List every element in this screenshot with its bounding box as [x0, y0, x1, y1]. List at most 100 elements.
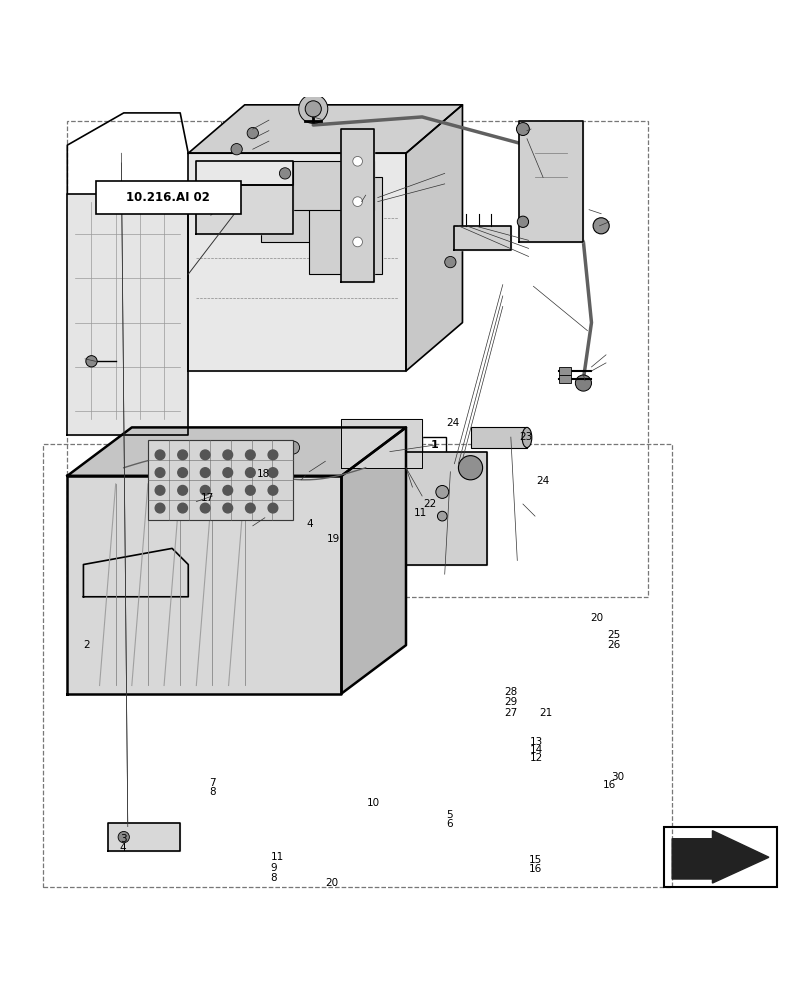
Polygon shape [67, 476, 341, 694]
Circle shape [437, 511, 447, 521]
Ellipse shape [521, 427, 531, 448]
Circle shape [178, 450, 187, 460]
Circle shape [286, 441, 299, 454]
Bar [309, 177, 381, 274]
Polygon shape [196, 185, 293, 234]
Circle shape [352, 156, 362, 166]
Circle shape [178, 468, 187, 477]
Bar [244, 169, 389, 290]
Text: 16: 16 [602, 780, 616, 790]
Circle shape [247, 127, 258, 139]
Circle shape [86, 356, 97, 367]
Text: 7: 7 [209, 778, 216, 788]
Text: 18: 18 [256, 469, 270, 479]
Bar [422, 437, 446, 453]
Circle shape [436, 485, 448, 498]
Text: 17: 17 [200, 493, 213, 503]
Circle shape [305, 101, 321, 117]
Text: 6: 6 [446, 819, 453, 829]
Circle shape [517, 216, 528, 227]
Circle shape [200, 485, 210, 495]
Text: 8: 8 [270, 873, 277, 883]
Text: 15: 15 [528, 855, 541, 865]
Text: 11: 11 [414, 508, 427, 518]
Polygon shape [67, 427, 406, 476]
Circle shape [352, 237, 362, 247]
Circle shape [298, 94, 328, 123]
Text: 20: 20 [325, 878, 338, 888]
Text: 8: 8 [209, 787, 216, 797]
Circle shape [444, 256, 456, 268]
Text: 22: 22 [423, 499, 436, 509]
Text: 4: 4 [119, 843, 127, 853]
Bar [559, 367, 571, 375]
Text: 24: 24 [536, 476, 549, 486]
Circle shape [458, 456, 482, 480]
Circle shape [268, 485, 277, 495]
Circle shape [155, 450, 165, 460]
Text: 10: 10 [367, 798, 380, 808]
Polygon shape [454, 226, 510, 250]
Text: 2: 2 [84, 640, 90, 650]
Text: 20: 20 [589, 613, 603, 623]
Polygon shape [108, 823, 180, 851]
Circle shape [279, 168, 290, 179]
Circle shape [200, 450, 210, 460]
Polygon shape [341, 427, 406, 694]
Polygon shape [518, 121, 582, 242]
Text: 5: 5 [446, 810, 453, 820]
Circle shape [352, 197, 362, 206]
Text: 16: 16 [528, 864, 541, 874]
Circle shape [592, 218, 608, 234]
Bar [470, 427, 526, 448]
Text: 11: 11 [270, 852, 283, 862]
Polygon shape [84, 548, 188, 597]
Circle shape [245, 450, 255, 460]
Bar [96, 181, 240, 214]
Text: 10.216.AI 02: 10.216.AI 02 [126, 191, 210, 204]
Text: 30: 30 [610, 772, 623, 782]
Bar [293, 161, 373, 210]
Polygon shape [341, 129, 373, 282]
Polygon shape [188, 153, 406, 371]
Circle shape [575, 375, 590, 391]
Text: 14: 14 [530, 745, 543, 755]
Text: 1: 1 [430, 440, 438, 450]
Text: 29: 29 [504, 697, 517, 707]
Circle shape [223, 485, 232, 495]
Bar [260, 185, 333, 242]
Circle shape [268, 503, 277, 513]
Text: 13: 13 [530, 737, 543, 747]
Text: 25: 25 [607, 630, 620, 640]
Text: 21: 21 [539, 708, 551, 718]
Text: 27: 27 [504, 708, 517, 718]
Circle shape [155, 485, 165, 495]
Polygon shape [672, 831, 768, 883]
Polygon shape [406, 452, 486, 565]
Bar [559, 375, 571, 383]
Circle shape [200, 468, 210, 477]
Text: 19: 19 [327, 534, 340, 544]
Text: 26: 26 [607, 640, 620, 650]
Circle shape [268, 450, 277, 460]
Polygon shape [406, 105, 462, 371]
Text: 3: 3 [119, 834, 127, 844]
Circle shape [230, 144, 242, 155]
Text: 4: 4 [307, 519, 313, 529]
Text: 23: 23 [518, 432, 531, 442]
Circle shape [155, 468, 165, 477]
Circle shape [268, 468, 277, 477]
Circle shape [516, 123, 529, 135]
Circle shape [223, 468, 232, 477]
Circle shape [118, 831, 129, 843]
Bar [148, 440, 293, 520]
Circle shape [245, 468, 255, 477]
Circle shape [245, 485, 255, 495]
Bar [221, 121, 301, 177]
Text: 28: 28 [504, 687, 517, 697]
Circle shape [155, 503, 165, 513]
Text: 12: 12 [530, 753, 543, 763]
Circle shape [178, 503, 187, 513]
Bar [43, 444, 672, 887]
Polygon shape [67, 194, 188, 435]
